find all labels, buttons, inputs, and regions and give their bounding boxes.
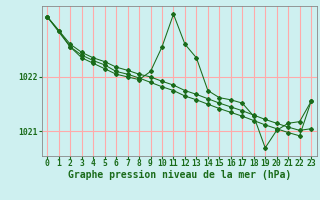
X-axis label: Graphe pression niveau de la mer (hPa): Graphe pression niveau de la mer (hPa) [68,170,291,180]
